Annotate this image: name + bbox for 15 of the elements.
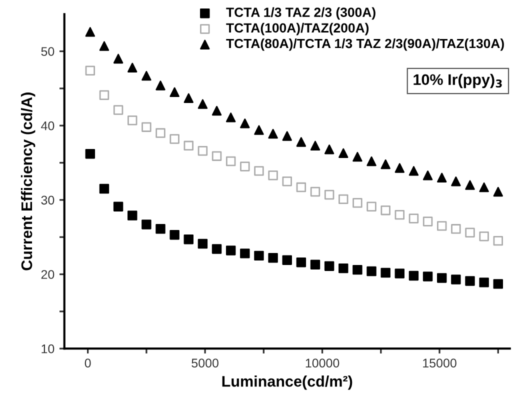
x-axis-title: Luminance(cd/m²)	[222, 376, 352, 390]
y-tick-label: 30	[41, 196, 54, 205]
y-tick-label: 20	[41, 270, 54, 279]
annotation: 10% Ir(ppy)$_{3}$	[414, 74, 502, 88]
y-tick-label: 40	[41, 121, 54, 130]
legend-label: TCTA(100A)/TAZ(200A)	[226, 22, 369, 36]
y-tick-label: 10	[42, 344, 54, 354]
x-tick-label: 10000	[306, 358, 340, 368]
y-tick-label: 50	[41, 47, 54, 56]
x-tick-label: 5000	[192, 358, 218, 368]
x-tick-label: 0	[84, 358, 91, 368]
y-axis-title: Current Efficiency (cd/A)	[20, 92, 36, 270]
legend-label: TCTA(80A)/TCTA 1/3 TAZ 2/3(90A)/TAZ(130A)	[226, 38, 504, 51]
legend-label: TCTA 1/3 TAZ 2/3 (300A)	[226, 7, 376, 20]
x-tick-label: 15000	[423, 358, 456, 368]
